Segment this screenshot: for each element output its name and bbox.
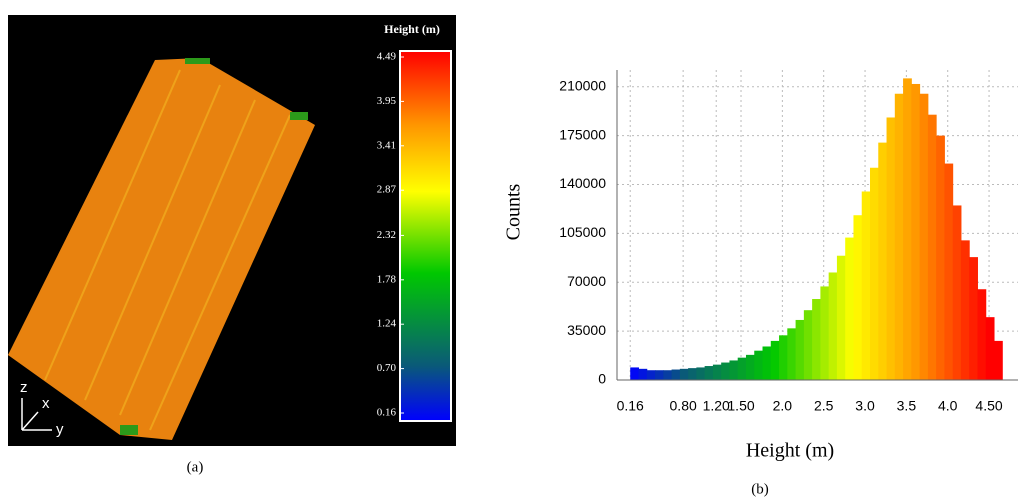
colorbar-tick-label: 0.70 — [377, 362, 397, 374]
x-tick-label: 3.5 — [897, 398, 917, 414]
colorbar — [400, 51, 451, 421]
histogram-bar — [696, 367, 705, 380]
colorbar-title: Height (m) — [384, 22, 440, 36]
colorbar-tick-label: 0.16 — [377, 407, 397, 419]
histogram-bar — [961, 240, 970, 380]
histogram-bar — [837, 256, 846, 380]
histogram-bar — [713, 365, 722, 380]
x-tick-label: 2.0 — [773, 398, 793, 414]
y-tick-label: 140000 — [559, 175, 606, 191]
axis-y: y — [56, 421, 64, 438]
histogram-bar — [721, 363, 730, 380]
histogram-bar — [936, 136, 945, 380]
axis-z: z — [20, 379, 28, 396]
histogram-bar — [903, 78, 912, 380]
axis-x: x — [42, 395, 50, 412]
histogram-bar — [829, 272, 838, 380]
y-tick-label: 105000 — [559, 224, 606, 240]
histogram-bar — [845, 238, 854, 380]
x-tick-label: 0.16 — [617, 398, 644, 414]
histogram-bar — [763, 346, 772, 380]
x-tick-label: 3.0 — [855, 398, 875, 414]
colorbar-tick-label: 3.41 — [377, 139, 396, 151]
histogram-bar — [630, 367, 639, 380]
histogram-bar — [911, 84, 920, 380]
histogram-bar — [853, 215, 862, 380]
histogram-bar — [738, 358, 747, 380]
histogram-bar — [812, 299, 821, 380]
colorbar-tick-label: 2.32 — [377, 229, 396, 241]
figure: z x y Height (m) (a) Height (m) Counts (… — [0, 0, 1022, 499]
histogram-bar — [928, 115, 937, 380]
x-tick-label: 4.50 — [975, 398, 1002, 414]
histogram-bar — [887, 117, 896, 380]
histogram-bar — [969, 257, 978, 380]
x-tick-label: 1.20 — [703, 398, 730, 414]
histogram-bar — [862, 191, 871, 380]
x-tick-label: 0.80 — [670, 398, 697, 414]
colorbar-tick-label: 3.95 — [377, 95, 397, 107]
histogram-bar — [729, 360, 738, 380]
histogram-bar — [994, 341, 1003, 380]
x-axis-label: Height (m) — [746, 440, 834, 462]
histogram-bar — [895, 94, 904, 380]
y-tick-label: 210000 — [559, 77, 606, 93]
x-tick-label: 4.0 — [938, 398, 958, 414]
histogram-bar — [944, 164, 953, 380]
histogram-bar — [953, 205, 962, 380]
histogram-bar — [820, 286, 829, 380]
histogram-bar — [804, 310, 813, 380]
y-tick-label: 70000 — [567, 273, 606, 289]
histogram-bar — [638, 369, 647, 380]
y-tick-label: 175000 — [559, 126, 606, 142]
histogram-bar — [878, 143, 887, 380]
histogram-bar — [647, 370, 656, 380]
histogram-bar — [870, 168, 879, 380]
caption-a: (a) — [187, 459, 204, 475]
histogram-bar — [771, 341, 780, 380]
histogram-bar — [663, 370, 672, 380]
y-tick-label: 0 — [598, 371, 606, 387]
colorbar-tick-label: 4.49 — [377, 51, 397, 63]
histogram-bar — [754, 351, 763, 380]
histogram-bar — [920, 94, 929, 380]
histogram-bar — [787, 328, 796, 380]
caption-b: (b) — [751, 481, 769, 497]
histogram-bar — [779, 335, 788, 380]
colorbar-tick-label: 2.87 — [377, 184, 397, 196]
histogram-bar — [705, 366, 714, 380]
histogram-bar — [746, 355, 755, 380]
y-axis-label: Counts — [503, 183, 525, 240]
y-tick-label: 35000 — [567, 322, 606, 338]
histogram-bar — [672, 370, 681, 380]
histogram-bar — [977, 289, 986, 380]
colorbar-tick-label: 1.78 — [377, 273, 397, 285]
histogram-bar — [655, 370, 664, 380]
histogram-bar — [986, 317, 995, 380]
colorbar-tick-label: 1.24 — [377, 318, 397, 330]
x-tick-label: 1.50 — [727, 398, 754, 414]
x-tick-label: 2.5 — [814, 398, 834, 414]
histogram-bar — [796, 320, 805, 380]
histogram-bar — [688, 368, 697, 380]
histogram-bar — [680, 369, 689, 380]
